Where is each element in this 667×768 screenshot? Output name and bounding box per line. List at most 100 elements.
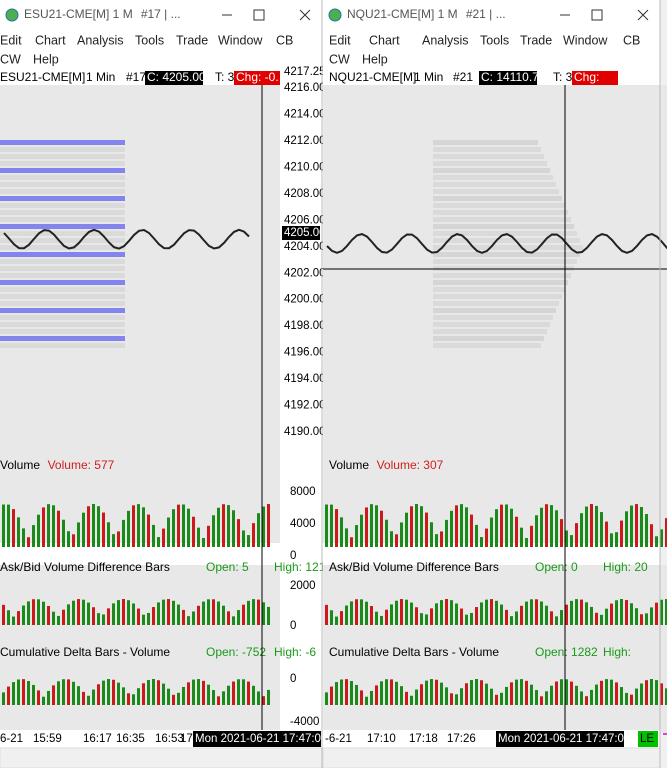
indicator-bar [430, 522, 433, 547]
menu-item[interactable]: Window [563, 33, 608, 47]
volume-profile [0, 280, 125, 285]
indicator-bar [127, 600, 130, 625]
indicator-bar [187, 616, 190, 625]
indicator-bar [207, 684, 210, 705]
indicator-bar [465, 683, 468, 705]
time-tick-label: 16:17 [83, 733, 112, 745]
indicator-bar [162, 528, 165, 547]
indicator-bar [555, 616, 558, 625]
indicator-bar [52, 505, 55, 547]
indicator-bar [500, 604, 503, 625]
indicator-bar [87, 695, 90, 705]
menu-item[interactable]: CW [0, 52, 21, 66]
price-trace [3, 228, 250, 250]
panel-tick-label: 0 [290, 550, 296, 562]
indicator-bar [375, 685, 378, 705]
indicator-bar [575, 685, 578, 705]
menu-item[interactable]: Edit [0, 33, 22, 47]
indicator-bar [485, 528, 488, 547]
indicator-bar [122, 599, 125, 625]
menu-item[interactable]: Edit [329, 33, 351, 47]
indicator-bar [77, 686, 80, 705]
indicator-bar [585, 696, 588, 705]
indicator-bar [227, 685, 230, 705]
volume-profile [0, 140, 125, 145]
close-button[interactable] [299, 9, 311, 21]
volume-profile [433, 329, 547, 334]
close-box [145, 71, 203, 85]
indicator-bar [545, 504, 548, 547]
panel-name: Volume [0, 458, 40, 472]
indicator-bar [137, 504, 140, 547]
indicator-bar [97, 613, 100, 625]
indicator-bar [475, 679, 478, 705]
maximize-button[interactable] [591, 9, 603, 21]
panel-tick-label: 2000 [290, 580, 316, 592]
indicator-bar [12, 682, 15, 705]
menu-item[interactable]: CB [623, 33, 640, 47]
indicator-bar [630, 603, 633, 625]
indicator-bar [585, 506, 588, 547]
menu-item[interactable]: CW [329, 52, 350, 66]
indicator-bar [132, 603, 135, 625]
indicator-bar [410, 506, 413, 547]
volume-profile [433, 273, 571, 278]
indicator-bar [560, 679, 563, 705]
indicator-bar [82, 512, 85, 547]
menu-item[interactable]: Chart [369, 33, 400, 47]
volume-profile [0, 322, 125, 327]
menu-item[interactable]: Analysis [77, 33, 124, 47]
indicator-bar [177, 504, 180, 547]
indicator-bar [212, 515, 215, 547]
menu-item[interactable]: Trade [176, 33, 208, 47]
indicator-bar [360, 514, 363, 547]
time-tick-label: 16:53 [155, 733, 184, 745]
indicator-bar [445, 687, 448, 705]
indicator-bar [27, 681, 30, 705]
volume-profile [433, 294, 562, 299]
indicator-bar [545, 691, 548, 705]
indicator-bar [167, 688, 170, 705]
time-tick-label: 17:26 [447, 733, 476, 745]
indicator-bar [77, 522, 80, 547]
menu-item[interactable]: Trade [520, 33, 552, 47]
indicator-bar [177, 604, 180, 625]
status-box [638, 731, 658, 747]
maximize-button[interactable] [253, 9, 265, 21]
scrollbar[interactable] [0, 747, 323, 768]
menu-item[interactable]: Tools [135, 33, 164, 47]
menu-item[interactable]: Analysis [422, 33, 469, 47]
price-tick-label: 4204.00 [284, 241, 326, 253]
indicator-bar [57, 615, 60, 625]
panel-tick-label: 8000 [290, 486, 316, 498]
volume-profile [433, 175, 553, 180]
indicator-bar [355, 684, 358, 705]
menu-item[interactable]: CB [276, 33, 293, 47]
indicator-bar [535, 515, 538, 547]
indicator-bar [580, 691, 583, 705]
indicator-bar [645, 680, 648, 705]
menu-item[interactable]: Chart [35, 33, 66, 47]
volume-profile [0, 301, 125, 306]
indicator-bar [147, 680, 150, 705]
indicator-bar [152, 679, 155, 705]
volume-profile [0, 273, 125, 278]
indicator-bar [360, 690, 363, 705]
indicator-bar [152, 607, 155, 625]
indicator-bar [610, 679, 613, 705]
indicator-bar [405, 599, 408, 625]
close-button[interactable] [637, 9, 649, 21]
menu-item[interactable]: Window [218, 33, 263, 47]
menu-item[interactable]: Help [33, 52, 59, 66]
indicator-bar [17, 517, 20, 547]
time-tick-label: 17 [180, 733, 193, 745]
indicator-bar [82, 599, 85, 625]
indicator-bar [97, 506, 100, 547]
menu-item[interactable]: Tools [480, 33, 509, 47]
indicator-bar [440, 600, 443, 625]
scrollbar[interactable] [322, 747, 661, 768]
menu-item[interactable]: Help [362, 52, 388, 66]
volume-profile [0, 315, 125, 320]
price-tick-label: 4212.00 [284, 135, 326, 147]
volume-profile [0, 175, 125, 180]
